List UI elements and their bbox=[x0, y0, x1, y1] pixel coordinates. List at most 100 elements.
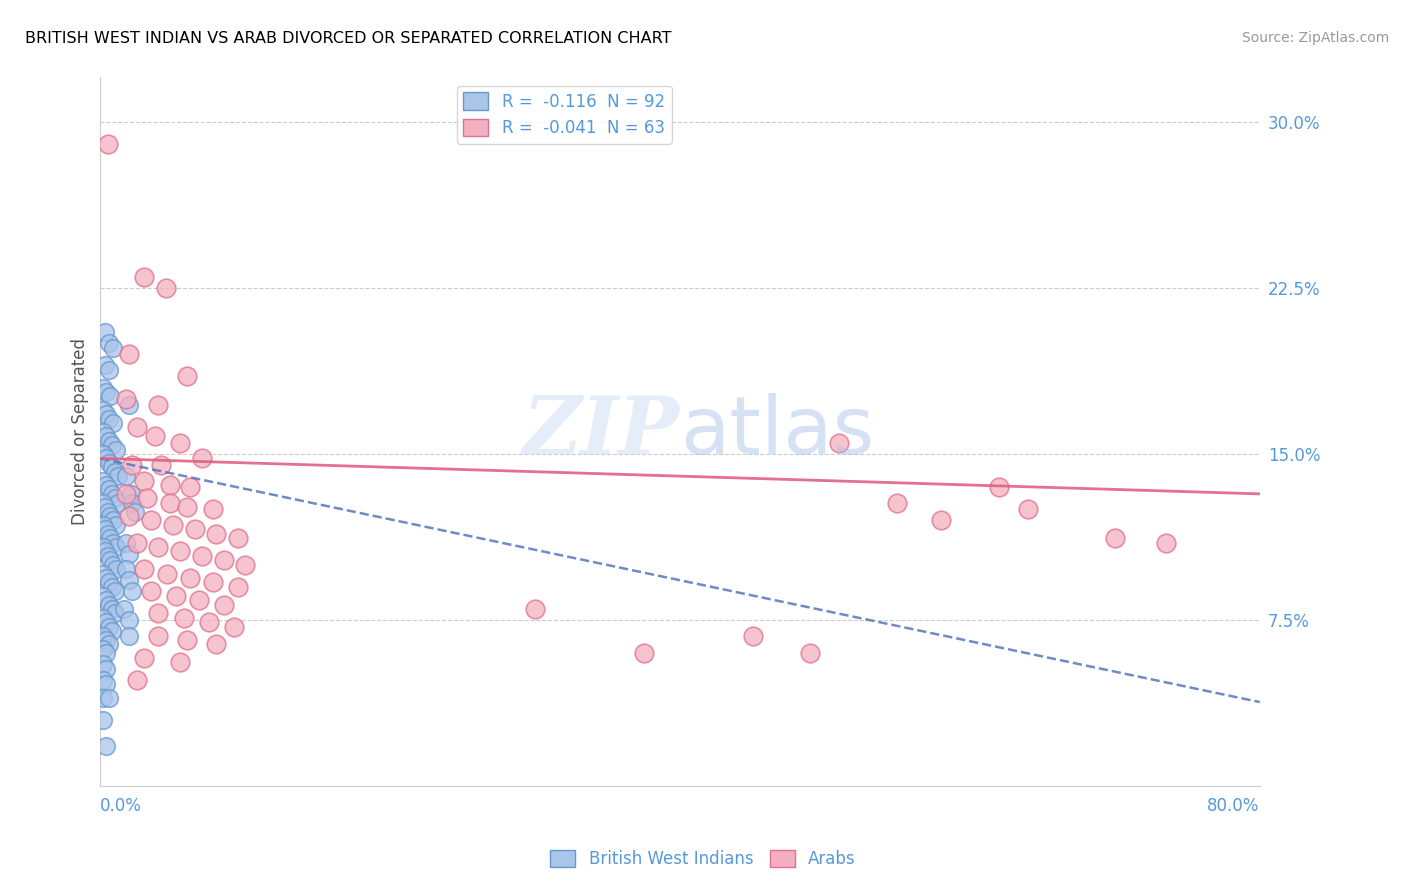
Point bbox=[94, 677, 117, 691]
Point bbox=[97, 136, 120, 151]
Point bbox=[202, 502, 225, 516]
Point bbox=[91, 690, 114, 705]
Point bbox=[103, 535, 125, 549]
Point bbox=[105, 540, 128, 554]
Point bbox=[93, 522, 115, 536]
Point bbox=[94, 384, 117, 399]
Point bbox=[91, 540, 114, 554]
Point bbox=[91, 517, 114, 532]
Point bbox=[205, 526, 228, 541]
Legend: British West Indians, Arabs: British West Indians, Arabs bbox=[544, 843, 862, 875]
Point bbox=[98, 336, 121, 351]
Point bbox=[103, 513, 125, 527]
Point bbox=[115, 562, 138, 576]
Point bbox=[91, 673, 114, 687]
Text: BRITISH WEST INDIAN VS ARAB DIVORCED OR SEPARATED CORRELATION CHART: BRITISH WEST INDIAN VS ARAB DIVORCED OR … bbox=[25, 31, 672, 46]
Point bbox=[169, 436, 191, 450]
Point bbox=[212, 553, 235, 567]
Point bbox=[98, 483, 121, 497]
Point bbox=[1154, 535, 1177, 549]
Point bbox=[222, 620, 245, 634]
Point bbox=[91, 641, 114, 656]
Point bbox=[176, 500, 198, 515]
Point bbox=[524, 602, 547, 616]
Point bbox=[94, 633, 117, 648]
Point bbox=[176, 369, 198, 384]
Point bbox=[1017, 502, 1039, 516]
Point bbox=[145, 429, 167, 443]
Point bbox=[94, 571, 117, 585]
Point bbox=[132, 650, 155, 665]
Point bbox=[103, 416, 125, 430]
Point bbox=[118, 508, 141, 523]
Point bbox=[886, 496, 908, 510]
Point bbox=[118, 398, 141, 412]
Point bbox=[100, 531, 122, 545]
Point bbox=[94, 593, 117, 607]
Point bbox=[205, 638, 228, 652]
Point bbox=[105, 562, 128, 576]
Point bbox=[101, 624, 124, 639]
Point bbox=[107, 469, 129, 483]
Point bbox=[162, 517, 184, 532]
Point bbox=[91, 380, 114, 394]
Point bbox=[94, 478, 117, 492]
Point bbox=[105, 442, 128, 457]
Text: 80.0%: 80.0% bbox=[1208, 797, 1260, 815]
Point bbox=[156, 566, 179, 581]
Text: atlas: atlas bbox=[681, 392, 875, 471]
Point bbox=[120, 487, 142, 501]
Point bbox=[104, 584, 127, 599]
Point bbox=[94, 646, 117, 660]
Text: ZIP: ZIP bbox=[523, 393, 681, 471]
Point bbox=[100, 389, 122, 403]
Point bbox=[98, 363, 121, 377]
Point bbox=[118, 347, 141, 361]
Point bbox=[94, 615, 117, 630]
Point bbox=[104, 465, 127, 479]
Point bbox=[139, 584, 162, 599]
Point bbox=[159, 496, 181, 510]
Point bbox=[94, 662, 117, 676]
Point bbox=[91, 402, 114, 417]
Point bbox=[91, 713, 114, 727]
Point bbox=[179, 571, 201, 585]
Text: 0.0%: 0.0% bbox=[100, 797, 142, 815]
Point bbox=[104, 491, 127, 506]
Point bbox=[112, 602, 135, 616]
Point bbox=[118, 574, 141, 588]
Point bbox=[121, 458, 143, 472]
Point bbox=[91, 657, 114, 672]
Point bbox=[101, 487, 124, 501]
Y-axis label: Divorced or Separated: Divorced or Separated bbox=[72, 338, 89, 525]
Point bbox=[94, 429, 117, 443]
Point bbox=[115, 487, 138, 501]
Point bbox=[125, 535, 148, 549]
Point bbox=[183, 522, 205, 536]
Point bbox=[115, 469, 138, 483]
Point bbox=[93, 500, 115, 515]
Point bbox=[98, 575, 121, 590]
Point bbox=[91, 566, 114, 581]
Point bbox=[148, 540, 170, 554]
Point bbox=[91, 611, 114, 625]
Point bbox=[226, 531, 249, 545]
Point bbox=[187, 593, 209, 607]
Point bbox=[98, 598, 121, 612]
Text: Source: ZipAtlas.com: Source: ZipAtlas.com bbox=[1241, 31, 1389, 45]
Point bbox=[94, 451, 117, 466]
Point bbox=[132, 562, 155, 576]
Point bbox=[125, 673, 148, 687]
Point bbox=[226, 580, 249, 594]
Point bbox=[91, 496, 114, 510]
Point bbox=[93, 359, 115, 373]
Point bbox=[233, 558, 256, 572]
Point bbox=[98, 411, 121, 425]
Point bbox=[93, 544, 115, 558]
Point bbox=[741, 629, 763, 643]
Point bbox=[987, 480, 1010, 494]
Point bbox=[132, 269, 155, 284]
Point bbox=[100, 508, 122, 523]
Point bbox=[115, 535, 138, 549]
Point bbox=[169, 655, 191, 669]
